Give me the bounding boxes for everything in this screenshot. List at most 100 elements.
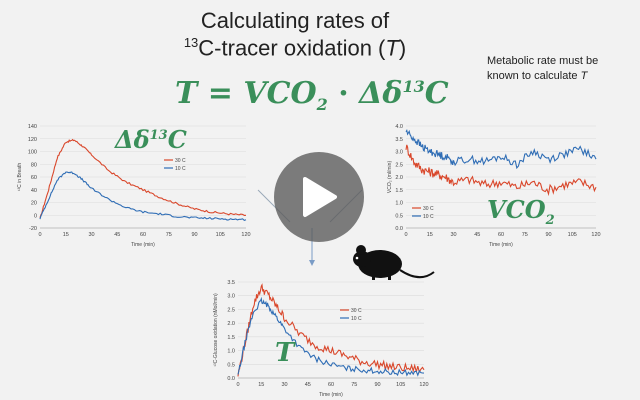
x-axis-label: Time (min) — [319, 392, 343, 398]
play-icon — [303, 177, 337, 217]
x-tick-label: 0 — [236, 382, 239, 388]
x-tick-label: 120 — [241, 232, 250, 238]
x-tick-label: 90 — [191, 232, 197, 238]
y-axis-label: ¹³C-Glucose oxidation (nMol/min) — [213, 293, 219, 367]
y-tick-label: 20 — [31, 201, 37, 207]
x-tick-label: 0 — [404, 232, 407, 238]
x-tick-label: 90 — [374, 382, 380, 388]
mouse-icon — [353, 245, 435, 280]
y-tick-label: 1.5 — [395, 188, 403, 194]
formula-dot: · — [327, 76, 360, 111]
series-line-1 — [405, 129, 597, 170]
overlay-delta-sup: 13 — [149, 128, 168, 143]
x-tick-label: 30 — [281, 382, 287, 388]
y-tick-label: 0.5 — [395, 213, 403, 219]
formula-delta: Δδ — [359, 76, 403, 111]
x-tick-label: 60 — [328, 382, 334, 388]
formula-delta-c: C — [424, 76, 449, 111]
chart-delta13c: -20 0 20 40 60 80 100 120 140 0 15 30 45 60 75 90 105 120… — [14, 120, 252, 250]
y-tick-label: 80 — [31, 162, 37, 168]
title-text: C-tracer oxidation ( — [198, 35, 386, 61]
series-line-1 — [237, 296, 425, 377]
y-tick-label: -20 — [29, 226, 37, 232]
x-tick-label: 120 — [591, 232, 600, 238]
chart-vco2: 0.0 0.5 1.0 1.5 2.0 2.5 3.0 3.5 4.0 0 15 30 45 60 75 90… — [384, 120, 602, 250]
x-tick-label: 30 — [88, 232, 94, 238]
y-tick-label: 1.5 — [227, 335, 235, 341]
y-tick-label: 3.0 — [395, 150, 403, 156]
y-tick-label: 60 — [31, 175, 37, 181]
overlay-delta: Δδ — [115, 125, 150, 154]
series-line-0 — [39, 138, 247, 218]
y-tick-label: 120 — [28, 137, 37, 143]
legend-label: 10 C — [175, 166, 186, 172]
y-tick-label: 1.0 — [395, 201, 403, 207]
note-line2-text: known to calculate — [487, 70, 581, 82]
y-tick-label: 2.0 — [227, 321, 235, 327]
formula-lhs: T — [175, 76, 198, 111]
y-tick-label: 2.5 — [227, 307, 235, 313]
series-line-1 — [39, 171, 247, 222]
title-end: ) — [398, 35, 407, 61]
overlay-label-delta: Δδ13C — [115, 125, 187, 154]
slide-title-line2: 13C-tracer oxidation (T) — [0, 35, 615, 61]
y-tick-label: 3.5 — [227, 280, 235, 286]
overlay-delta-c: C — [167, 125, 187, 154]
formula-eq: = — [197, 76, 244, 111]
y-tick-label: 3.0 — [227, 294, 235, 300]
x-tick-label: 75 — [522, 232, 528, 238]
chart-vco2-svg: 0.0 0.5 1.0 1.5 2.0 2.5 3.0 3.5 4.0 0 15 30 45 60 75 90… — [387, 124, 601, 248]
legend-label: 10 C — [423, 214, 434, 220]
note-line1: Metabolic rate must be — [487, 55, 599, 67]
chart-oxidation-svg: 0.0 0.5 1.0 1.5 2.0 2.5 3.0 3.5 0 15 30 45 60 75 90 105… — [213, 280, 429, 398]
x-tick-label: 60 — [140, 232, 146, 238]
y-tick-label: 0.0 — [395, 226, 403, 232]
note-line2: known to calculate T — [487, 69, 637, 84]
y-tick-label: 0 — [34, 213, 37, 219]
x-tick-label: 15 — [63, 232, 69, 238]
x-tick-label: 15 — [258, 382, 264, 388]
overlay-vco-sub: 2 — [545, 212, 555, 228]
metabolic-note: Metabolic rate must be known to calculat… — [487, 54, 637, 84]
y-axis-label: VCO₂ (ml/min) — [387, 161, 393, 194]
x-tick-label: 90 — [545, 232, 551, 238]
series-line-0 — [237, 283, 425, 377]
x-tick-label: 45 — [474, 232, 480, 238]
x-axis-label: Time (min) — [131, 242, 155, 248]
formula-vco-sub: 2 — [316, 95, 328, 114]
y-tick-label: 3.5 — [395, 137, 403, 143]
legend-label: 30 C — [175, 158, 186, 164]
title-sup: 13 — [183, 35, 199, 50]
x-tick-label: 0 — [38, 232, 41, 238]
y-axis-label: ¹³C in Breath — [17, 163, 23, 192]
overlay-label-vco2: VCO2 — [487, 195, 555, 228]
y-tick-label: 1.0 — [227, 349, 235, 355]
x-tick-label: 45 — [114, 232, 120, 238]
x-tick-label: 75 — [166, 232, 172, 238]
overlay-label-t: T — [275, 338, 295, 368]
legend-label: 30 C — [423, 206, 434, 212]
x-tick-label: 30 — [450, 232, 456, 238]
x-tick-label: 105 — [396, 382, 405, 388]
y-tick-label: 100 — [28, 150, 37, 156]
y-tick-label: 2.0 — [395, 175, 403, 181]
chart-oxidation: 0.0 0.5 1.0 1.5 2.0 2.5 3.0 3.5 0 15 30 45 60 75 90 105… — [210, 274, 430, 400]
y-tick-label: 0.0 — [227, 376, 235, 382]
play-button[interactable] — [274, 152, 364, 242]
arrow-down-head — [309, 260, 315, 266]
x-axis-label: Time (min) — [489, 242, 513, 248]
slide-title-line1: Calculating rates of — [200, 8, 390, 33]
x-tick-label: 75 — [351, 382, 357, 388]
x-tick-label: 105 — [216, 232, 225, 238]
overlay-vco: VCO — [487, 195, 546, 224]
title-var: T — [385, 35, 399, 61]
x-tick-label: 45 — [305, 382, 311, 388]
formula: T = VCO2 · Δδ13C — [175, 76, 449, 114]
legend-label: 30 C — [351, 308, 362, 314]
y-tick-label: 140 — [28, 124, 37, 130]
y-tick-label: 40 — [31, 188, 37, 194]
x-tick-label: 60 — [498, 232, 504, 238]
legend-label: 10 C — [351, 316, 362, 322]
